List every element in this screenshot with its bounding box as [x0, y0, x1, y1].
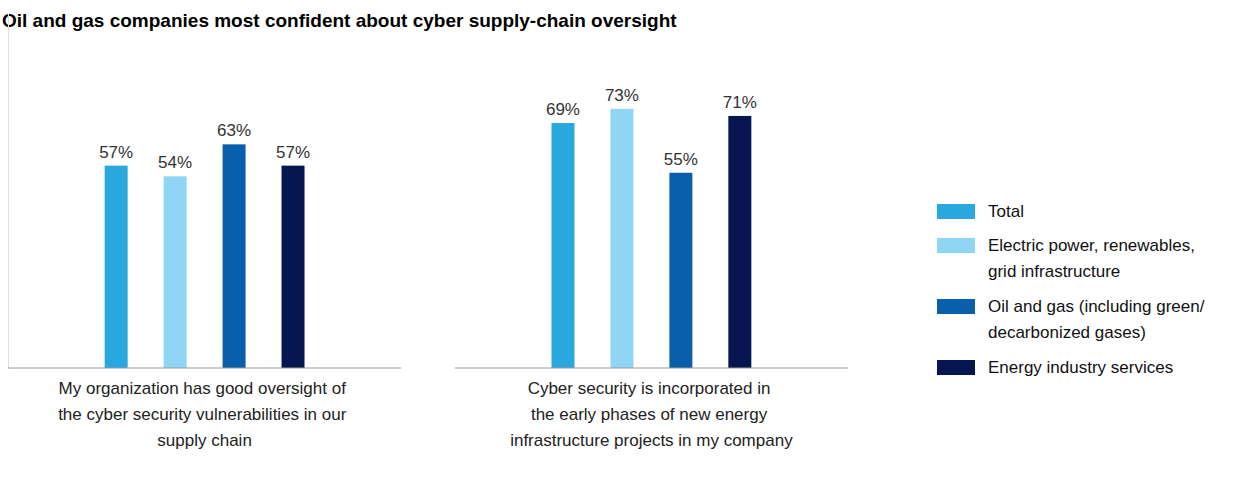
text-line: Energy industry services — [988, 358, 1173, 377]
y-axis-line — [8, 14, 9, 369]
x-tick: Cyber security is incorporated in the ea… — [510, 368, 793, 450]
text-line: the early phases of new energy — [531, 405, 772, 424]
text-line: My organization has good oversight of — [59, 379, 351, 398]
bar — [551, 123, 574, 368]
text-line: supply chain — [157, 431, 252, 450]
bar — [610, 109, 633, 368]
legend-swatch — [937, 238, 975, 253]
legend-label: Energy industry services — [988, 358, 1173, 377]
chart: Oil and gas companies most confident abo… — [0, 0, 1246, 483]
legend-item: Total — [937, 202, 1024, 221]
x-tick-label: My organization has good oversight of th… — [58, 379, 351, 450]
data-label: 71% — [723, 93, 757, 112]
x-tick: My organization has good oversight of th… — [58, 368, 351, 450]
legend-swatch — [937, 204, 975, 219]
baseline — [455, 368, 848, 369]
text-line: Total — [988, 202, 1024, 221]
data-label: 63% — [217, 121, 251, 140]
data-label: 54% — [158, 153, 192, 172]
text-line: Cyber security is incorporated in — [528, 379, 776, 398]
data-labels: 57% 69% 54% 73% 63% 55% 57% 71% — [99, 86, 757, 172]
legend-swatch — [937, 299, 975, 314]
legend-label: Total — [988, 202, 1024, 221]
x-tick-label: Cyber security is incorporated in the ea… — [510, 379, 793, 450]
legend-label: Oil and gas (including green/ decarboniz… — [988, 297, 1209, 342]
bar — [164, 176, 187, 368]
bar — [105, 166, 128, 368]
text-line: Electric power, renewables, — [988, 236, 1200, 255]
text-line: the cyber security vulnerabilities in ou… — [58, 405, 351, 424]
x-axis: My organization has good oversight of th… — [58, 368, 793, 450]
data-label: 69% — [546, 100, 580, 119]
bar — [728, 116, 751, 368]
legend-item: Electric power, renewables, grid infrast… — [937, 236, 1200, 281]
bars — [105, 109, 752, 368]
text-line: grid infrastructure — [988, 262, 1120, 281]
bar — [223, 144, 246, 368]
title: Oil and gas companies most confident abo… — [2, 10, 677, 31]
legend-item: Oil and gas (including green/ decarboniz… — [937, 297, 1209, 342]
legend: Total Electric power, renewables, grid in… — [937, 202, 1209, 377]
legend-item: Energy industry services — [937, 358, 1173, 377]
data-label: 73% — [605, 86, 639, 105]
text-line: infrastructure projects in my company — [510, 431, 793, 450]
y-axis — [8, 14, 9, 369]
data-label: 57% — [99, 143, 133, 162]
bar — [282, 166, 305, 368]
legend-label: Electric power, renewables, grid infrast… — [988, 236, 1200, 281]
bar — [669, 173, 692, 368]
text-line: Oil and gas (including green/ — [988, 297, 1209, 316]
text-line: decarbonized gases) — [988, 323, 1146, 342]
data-label: 55% — [664, 150, 698, 169]
legend-swatch — [937, 360, 975, 375]
baseline — [8, 368, 401, 369]
data-label: 57% — [276, 143, 310, 162]
